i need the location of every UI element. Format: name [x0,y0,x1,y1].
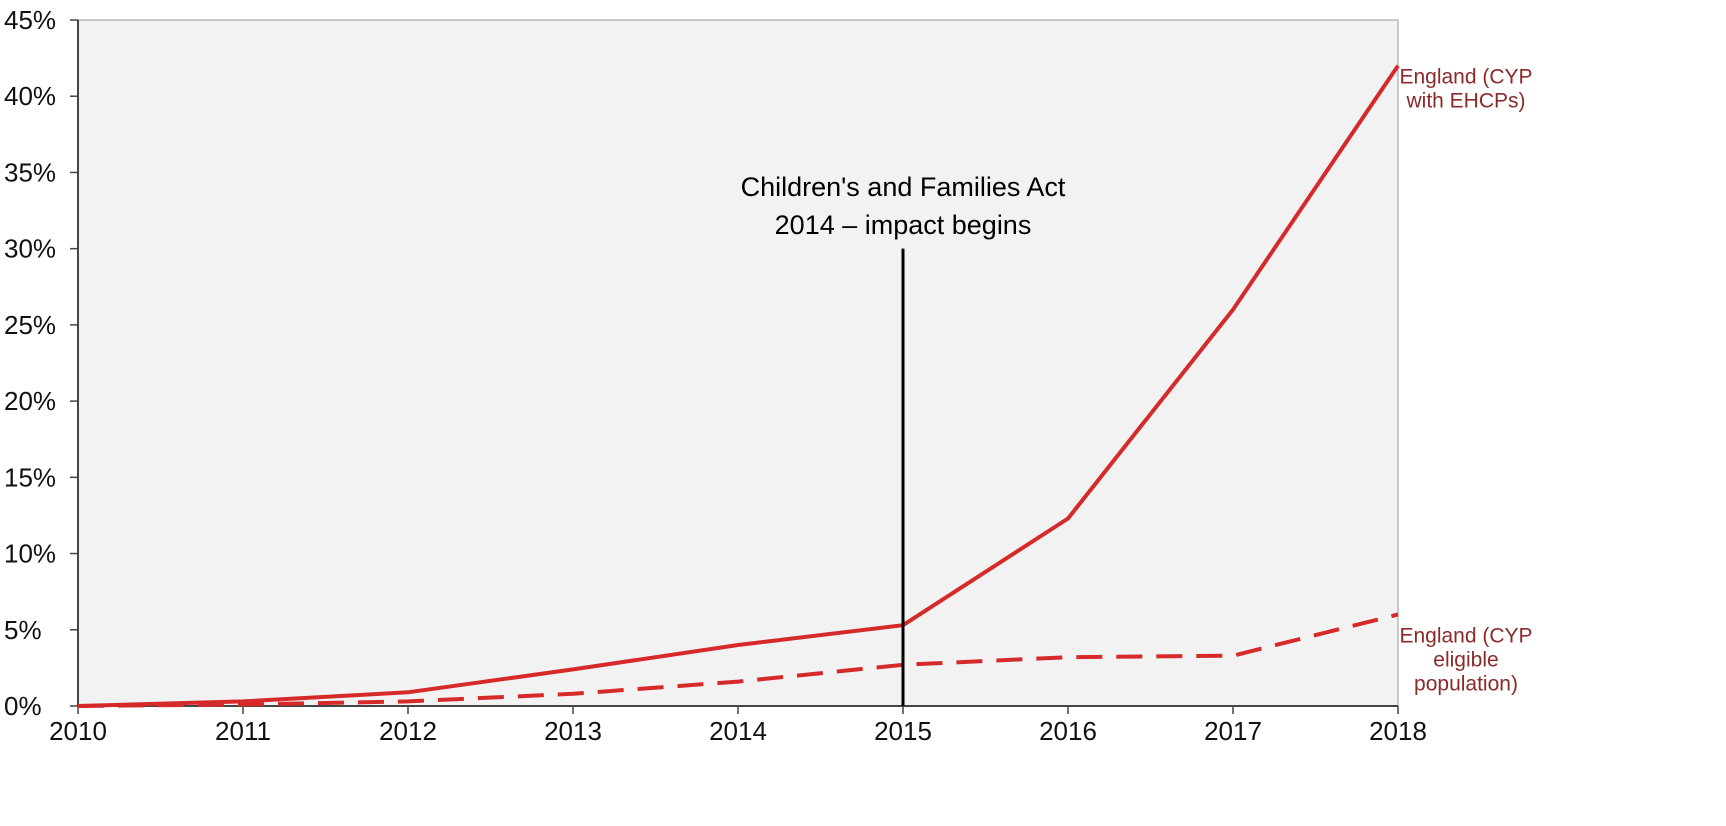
y-tick-label: 40% [4,81,56,111]
annotation-text: 2014 – impact begins [775,210,1032,240]
y-tick-label: 25% [4,310,56,340]
series-label-eligible: population) [1414,673,1518,696]
series-line-ehcp [77,64,1400,708]
y-tick-label: 35% [4,157,56,187]
x-tick-label: 2016 [1039,716,1097,746]
y-tick-label: 0% [4,691,42,721]
plot-area [77,19,1399,707]
series-label-ehcp: with EHCPs) [1405,90,1525,113]
y-tick-label: 30% [4,234,56,264]
axes: 0% 5% 10% 15% 20% 25% 30% 35% 40% 45% 2010 2011 2012… [4,5,1427,746]
series-layer [77,64,1400,708]
x-tick-label: 2010 [49,716,107,746]
y-tick-label: 5% [4,615,42,645]
series-line-eligible [77,612,1399,708]
y-tick-label: 10% [4,539,56,569]
y-tick-label: 15% [4,462,56,492]
series-label-eligible: England (CYP [1399,625,1532,648]
y-tick-label: 45% [4,5,56,35]
y-tick-label: 20% [4,386,56,416]
x-tick-label: 2015 [874,716,932,746]
x-tick-label: 2014 [709,716,767,746]
annotation-layer: Children's and Families Act 2014 – impact… [741,172,1066,706]
x-tick-label: 2018 [1369,716,1427,746]
annotation-text: Children's and Families Act [741,172,1066,202]
x-tick-label: 2013 [544,716,602,746]
series-label-eligible: eligible [1433,649,1498,672]
x-tick-label: 2011 [215,716,271,746]
x-tick-label: 2017 [1204,716,1262,746]
series-label-ehcp: England (CYP [1399,66,1532,89]
x-tick-label: 2012 [379,716,437,746]
